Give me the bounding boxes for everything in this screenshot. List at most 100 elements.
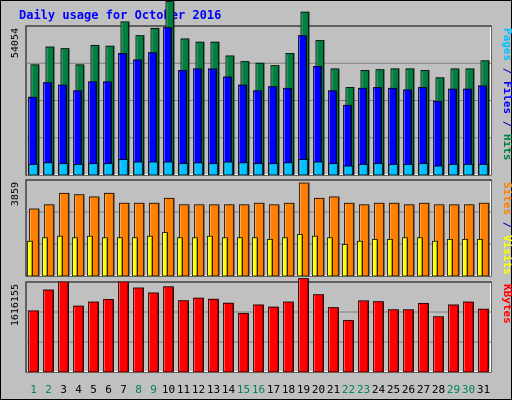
bar-sites-22 [342, 244, 348, 277]
bar-kbytes-1 [28, 310, 39, 373]
bar-kbytes-9 [148, 292, 159, 373]
bar-kbytes-8 [133, 287, 144, 373]
panel-top: 54054 Pages / Files / Hits [10, 1, 512, 176]
day-label-1: 1 [30, 383, 37, 396]
bar-pages-3 [58, 163, 69, 176]
day-labels: 1 2 3 4 5 6 7 8 9 10 11 12 13 14 15 16 17 18 19 20 21 22 23 24 2… [30, 383, 490, 396]
bar-kbytes-22 [343, 320, 354, 373]
day-label-21: 21 [327, 383, 340, 396]
bar-sites-10 [162, 232, 168, 277]
bar-pages-1 [28, 164, 39, 176]
day-label-3: 3 [60, 383, 67, 396]
bar-sites-3 [57, 235, 63, 277]
bar-pages-30 [463, 164, 474, 176]
bar-sites-9 [147, 235, 153, 277]
legend-part: Hits [501, 134, 512, 161]
bar-sites-19 [297, 234, 303, 277]
bar-visits-28 [434, 204, 445, 277]
bar-pages-14 [223, 161, 234, 176]
bar-kbytes-11 [178, 300, 189, 373]
bar-kbytes-5 [88, 301, 99, 373]
bar-kbytes-17 [268, 306, 279, 373]
bar-sites-6 [102, 237, 108, 277]
chart-panels: 54054 Pages / Files / Hits 3859 Sites / Vis… [10, 1, 512, 373]
bar-visits-23 [359, 204, 370, 277]
bar-kbytes-29 [448, 304, 459, 373]
bar-visits-19 [299, 182, 310, 277]
legend-part: Sites [501, 182, 512, 215]
bar-sites-14 [222, 237, 228, 277]
bar-kbytes-31 [478, 308, 489, 373]
bar-pages-13 [208, 163, 219, 176]
bar-kbytes-26 [403, 309, 414, 373]
bar-sites-20 [312, 235, 318, 277]
bar-sites-1 [27, 240, 33, 277]
day-label-6: 6 [105, 383, 112, 396]
bar-visits-4 [74, 194, 85, 277]
day-label-13: 13 [207, 383, 220, 396]
day-label-4: 4 [75, 383, 82, 396]
bar-sites-31 [477, 238, 483, 277]
legend-part: KBytes [501, 284, 512, 324]
bar-sites-21 [327, 237, 333, 277]
bar-kbytes-27 [418, 302, 429, 373]
bar-pages-5 [88, 163, 99, 176]
day-label-14: 14 [222, 383, 236, 396]
bar-kbytes-7 [118, 281, 129, 373]
bar-kbytes-10 [163, 286, 174, 373]
day-label-17: 17 [267, 383, 280, 396]
bar-pages-2 [43, 162, 54, 176]
bar-pages-22 [343, 165, 354, 176]
panel-top-max-label: 54054 [10, 28, 21, 58]
bar-kbytes-23 [358, 300, 369, 373]
day-label-22: 22 [342, 383, 355, 396]
day-label-12: 12 [192, 383, 205, 396]
day-label-10: 10 [162, 383, 175, 396]
bar-sites-7 [117, 237, 123, 277]
bar-kbytes-25 [388, 309, 399, 373]
bar-pages-27 [418, 163, 429, 176]
bar-pages-4 [73, 164, 84, 176]
bar-kbytes-18 [283, 301, 294, 373]
day-label-30: 30 [462, 383, 475, 396]
panel-middle-max-label: 3859 [10, 182, 21, 206]
bar-sites-27 [417, 237, 423, 277]
bar-pages-9 [148, 161, 159, 176]
day-label-24: 24 [372, 383, 386, 396]
bar-kbytes-15 [238, 313, 249, 373]
bar-pages-31 [478, 164, 489, 176]
bar-sites-16 [252, 237, 258, 277]
bar-pages-17 [268, 163, 279, 176]
day-label-28: 28 [432, 383, 445, 396]
bar-kbytes-16 [253, 304, 264, 373]
bar-pages-11 [178, 163, 189, 176]
day-label-29: 29 [447, 383, 460, 396]
day-label-25: 25 [387, 383, 400, 396]
bar-sites-24 [372, 238, 378, 277]
bar-pages-26 [403, 164, 414, 176]
chart-title: Daily usage for October 2016 [19, 8, 221, 22]
bar-visits-3 [59, 192, 70, 277]
bar-pages-16 [253, 163, 264, 176]
bar-kbytes-13 [208, 298, 219, 373]
legend-part: Visits [501, 235, 512, 275]
bar-kbytes-2 [43, 289, 54, 373]
bar-sites-26 [402, 237, 408, 277]
day-label-31: 31 [477, 383, 490, 396]
bar-kbytes-20 [313, 294, 324, 373]
day-label-15: 15 [237, 383, 250, 396]
bar-sites-8 [132, 237, 138, 277]
bar-sites-5 [87, 235, 93, 277]
panel-middle-legend: Sites / Visits [501, 182, 512, 275]
bar-pages-15 [238, 162, 249, 176]
day-label-11: 11 [177, 383, 190, 396]
bar-pages-18 [283, 162, 294, 176]
day-label-20: 20 [312, 383, 325, 396]
bar-pages-25 [388, 164, 399, 176]
day-label-19: 19 [297, 383, 310, 396]
panel-bottom-max-label: 1616155 [10, 284, 21, 326]
legend-part: Pages [501, 28, 512, 61]
bar-visits-6 [104, 192, 115, 277]
bar-sites-4 [72, 237, 78, 277]
